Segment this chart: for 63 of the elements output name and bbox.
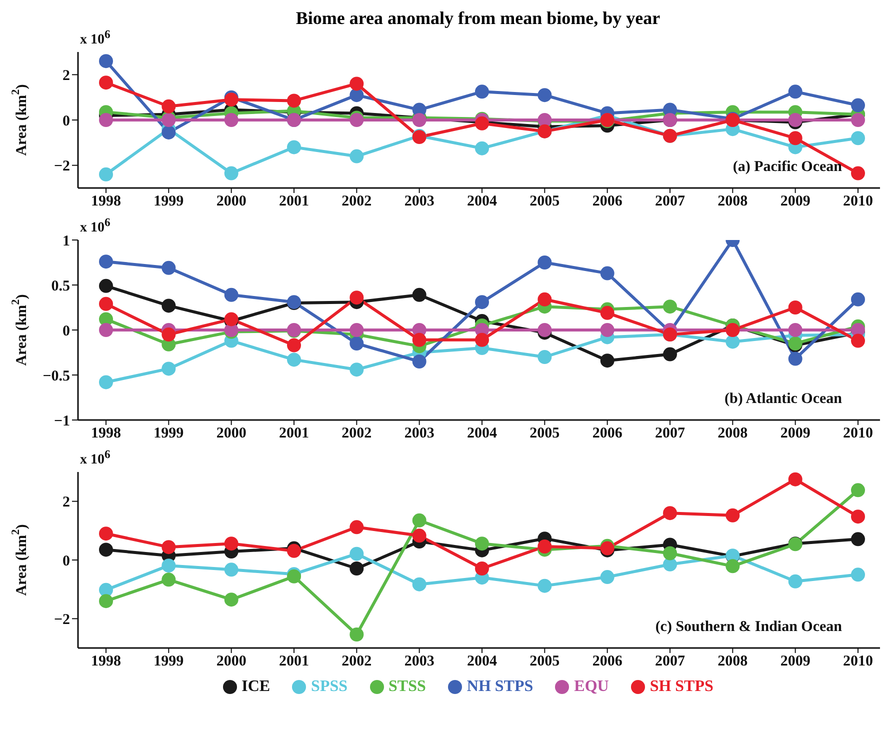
y-tick-label: 0 xyxy=(62,323,70,340)
x-tick-label: 2001 xyxy=(279,654,309,670)
x-tick-label: 2003 xyxy=(404,654,434,670)
x-tick-label: 2010 xyxy=(843,654,873,670)
x-tick-label: 2004 xyxy=(467,654,498,670)
x-tick-label: 2005 xyxy=(530,194,560,210)
y-tick-label: 2 xyxy=(62,68,70,84)
x-tick-label: 2002 xyxy=(342,426,372,442)
x-tick-label: 2002 xyxy=(342,654,372,670)
x-tick-label: 2000 xyxy=(216,654,246,670)
x-tick-label: 1998 xyxy=(91,654,121,670)
text: x 10$^{6}$ xyxy=(80,28,110,49)
x-tick-label: 1998 xyxy=(91,194,121,210)
x-tick-label: 1999 xyxy=(154,194,184,210)
x-tick-label: 2002 xyxy=(342,194,372,210)
x-tick-label: 2009 xyxy=(780,426,810,442)
x-tick-label: 2008 xyxy=(718,194,748,210)
legend-label: SH STPS xyxy=(650,678,714,696)
annotation: (c) Southern & Indian Ocean xyxy=(655,619,842,636)
y-tick-label: −2 xyxy=(54,158,70,175)
y-tick-label: 1 xyxy=(62,233,70,250)
x-tick-label: 1999 xyxy=(154,654,184,670)
x-tick-label: 2000 xyxy=(216,194,246,210)
legend-label: NH STPS xyxy=(466,678,534,696)
x-tick-label: 2009 xyxy=(780,194,810,210)
y-tick-label: −2 xyxy=(54,612,70,628)
x-tick-label: 2004 xyxy=(467,426,498,442)
x-tick-label: 2006 xyxy=(592,194,623,210)
annotation: (a) Pacific Ocean xyxy=(732,159,842,176)
legend-label: SPSS xyxy=(311,678,348,696)
y-tick-label: 2 xyxy=(62,494,70,511)
x-tick-label: 2003 xyxy=(404,194,434,210)
x-tick-label: 2004 xyxy=(467,194,498,210)
y-tick-label: 0 xyxy=(62,113,70,130)
x-tick-label: 2007 xyxy=(655,426,686,442)
x-tick-label: 2010 xyxy=(843,194,873,210)
x-tick-label: 2010 xyxy=(843,426,873,442)
x-tick-label: 2007 xyxy=(655,194,686,210)
x-tick-label: 2008 xyxy=(718,654,748,670)
x-tick-label: 2000 xyxy=(216,426,246,442)
chart-title: Biome area anomaly from mean biome, by year xyxy=(294,8,662,28)
text: x 10$^{6}$ xyxy=(80,448,110,469)
x-tick-label: 2006 xyxy=(592,654,623,670)
x-tick-label: 2001 xyxy=(279,426,309,442)
x-tick-label: 2009 xyxy=(780,654,810,670)
legend-label: ICE xyxy=(242,678,270,696)
x-tick-label: 2001 xyxy=(279,194,309,210)
y-tick-label: −0.5 xyxy=(42,368,70,384)
text: x 10$^{6}$ xyxy=(80,216,110,237)
legend-label: EQU xyxy=(574,678,609,696)
x-tick-label: 1998 xyxy=(91,426,121,442)
x-tick-label: 2007 xyxy=(655,654,686,670)
x-tick-label: 2005 xyxy=(530,426,560,442)
x-tick-label: 2005 xyxy=(530,654,560,670)
x-tick-label: 2003 xyxy=(404,426,434,442)
legend-label: STSS xyxy=(388,678,426,696)
y-tick-label: 0.5 xyxy=(51,278,70,294)
x-tick-label: 2008 xyxy=(718,426,748,442)
x-tick-label: 2006 xyxy=(592,426,623,442)
y-tick-label: 0 xyxy=(62,553,70,570)
annotation: (b) Atlantic Ocean xyxy=(724,391,842,408)
y-tick-label: −1 xyxy=(54,413,70,430)
x-tick-label: 1999 xyxy=(154,426,184,442)
